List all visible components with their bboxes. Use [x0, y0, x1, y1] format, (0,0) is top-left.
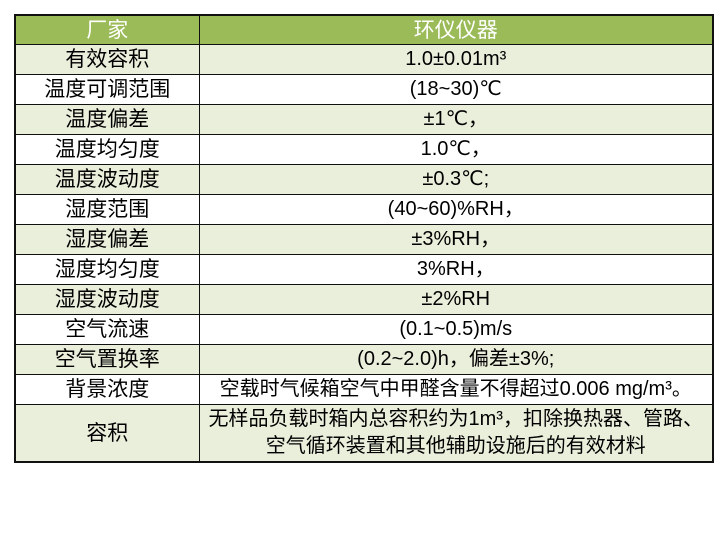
table-row: 湿度均匀度 3%RH， [14, 254, 714, 285]
spec-value: 1.0℃， [198, 134, 714, 165]
spec-value: 空载时气候箱空气中甲醛含量不得超过0.006 mg/m³。 [198, 374, 714, 405]
spec-label: 温度偏差 [14, 104, 200, 135]
spec-label: 容积 [14, 404, 200, 463]
spec-value: ±0.3℃; [198, 164, 714, 195]
spec-label: 湿度波动度 [14, 284, 200, 315]
spec-label: 空气流速 [14, 314, 200, 345]
spec-label: 背景浓度 [14, 374, 200, 405]
table-row: 湿度范围 (40~60)%RH， [14, 194, 714, 225]
spec-label: 温度波动度 [14, 164, 200, 195]
table-row: 湿度偏差 ±3%RH， [14, 224, 714, 255]
table-body: 有效容积 1.0±0.01m³ 温度可调范围 (18~30)℃ 温度偏差 ±1℃… [14, 44, 714, 463]
table-row: 空气置换率 (0.2~2.0)h，偏差±3%; [14, 344, 714, 375]
table-row: 温度均匀度 1.0℃， [14, 134, 714, 165]
header-manufacturer-name: 环仪仪器 [198, 14, 714, 45]
spec-value: 无样品负载时箱内总容积约为1m³，扣除换热器、管路、空气循环装置和其他辅助设施后… [198, 404, 714, 463]
spec-label: 有效容积 [14, 44, 200, 75]
table-row: 湿度波动度 ±2%RH [14, 284, 714, 315]
spec-value: (0.1~0.5)m/s [198, 314, 714, 345]
spec-value: (18~30)℃ [198, 74, 714, 105]
spec-value: ±3%RH， [198, 224, 714, 255]
table-row: 空气流速 (0.1~0.5)m/s [14, 314, 714, 345]
spec-value: ±2%RH [198, 284, 714, 315]
spec-value: 1.0±0.01m³ [198, 44, 714, 75]
spec-label: 湿度范围 [14, 194, 200, 225]
spec-value: 3%RH， [198, 254, 714, 285]
table-row: 容积 无样品负载时箱内总容积约为1m³，扣除换热器、管路、空气循环装置和其他辅助… [14, 404, 714, 463]
table-row: 温度波动度 ±0.3℃; [14, 164, 714, 195]
spec-label: 空气置换率 [14, 344, 200, 375]
spec-label: 温度均匀度 [14, 134, 200, 165]
table-row: 背景浓度 空载时气候箱空气中甲醛含量不得超过0.006 mg/m³。 [14, 374, 714, 405]
table-row: 温度偏差 ±1℃， [14, 104, 714, 135]
table-row: 温度可调范围 (18~30)℃ [14, 74, 714, 105]
header-manufacturer-label: 厂家 [14, 14, 200, 45]
table-row: 有效容积 1.0±0.01m³ [14, 44, 714, 75]
spec-value: ±1℃， [198, 104, 714, 135]
spec-table: 厂家 环仪仪器 有效容积 1.0±0.01m³ 温度可调范围 (18~30)℃ … [14, 14, 714, 463]
spec-label: 湿度均匀度 [14, 254, 200, 285]
spec-label: 温度可调范围 [14, 74, 200, 105]
spec-value: (40~60)%RH， [198, 194, 714, 225]
spec-label: 湿度偏差 [14, 224, 200, 255]
table-header-row: 厂家 环仪仪器 [14, 14, 714, 45]
spec-value: (0.2~2.0)h，偏差±3%; [198, 344, 714, 375]
